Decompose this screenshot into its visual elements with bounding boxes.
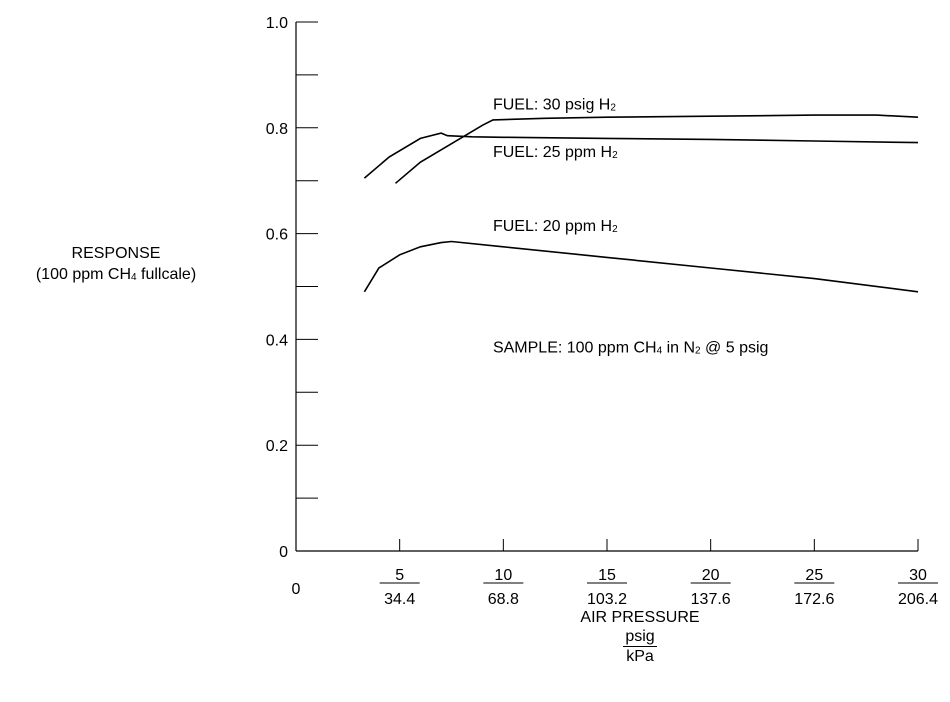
x-tick-label-psig: 20 [702,567,720,584]
x-tick-label-kpa: 172.6 [794,591,834,608]
x-tick-label-kpa: 68.8 [488,591,519,608]
series-line-3 [363,240,919,293]
x-axis-title: AIR PRESSURE [580,609,700,626]
y-tick-label: 0 [279,544,288,561]
y-tick-label: 1.0 [266,15,288,32]
annotation-2: FUEL: 25 ppm H2 [493,144,618,161]
y-tick-label: 0.4 [266,332,288,349]
x-tick-label-kpa: 103.2 [587,591,627,608]
annotations: FUEL: 30 psig H2 FUEL: 25 ppm H2 FUEL: 20 … [493,96,768,356]
x-tick-label-kpa: 137.6 [691,591,731,608]
y-tick-label: 0.8 [266,121,288,138]
x-tick-label-kpa: 206.4 [898,591,938,608]
x-axis-unit-kpa: kPa [626,648,654,665]
x-tick-label-psig: 10 [494,567,512,584]
x-tick-label-psig: 5 [395,567,404,584]
x-tick-label-psig: 15 [598,567,616,584]
y-axis-label: RESPONSE (100 ppm CH4 fullcale) [0,243,232,288]
annotation-1: FUEL: 30 psig H2 [493,96,616,113]
series-line-1 [363,132,919,179]
y-axis-ticks: 0 0.2 0.4 0.6 0.8 1.0 [266,15,318,561]
annotation-4: SAMPLE: 100 ppm CH4 in N2 @ 5 psig [493,340,768,357]
y-tick-label: 0.2 [266,438,288,455]
x-tick-label-kpa: 34.4 [384,591,415,608]
y-axis-label-line2: (100 ppm CH4 fullcale) [35,266,197,283]
x-axis-unit-psig: psig [623,628,657,647]
series-line-2 [394,114,919,184]
x-tick-label-psig: 30 [909,567,927,584]
x-axis-ticks: 5 34.4 10 68.8 15 103.2 20 137.6 25 172.6 30 206.4 [379,539,938,608]
y-axis-label-line1: RESPONSE [71,245,161,262]
origin-label: 0 [292,581,301,598]
data-series [363,114,919,293]
annotation-3: FUEL: 20 ppm H2 [493,218,618,235]
x-tick-label-psig: 25 [805,567,823,584]
x-axis-label: AIR PRESSURE psig kPa [540,608,740,666]
y-tick-label: 0.6 [266,227,288,244]
